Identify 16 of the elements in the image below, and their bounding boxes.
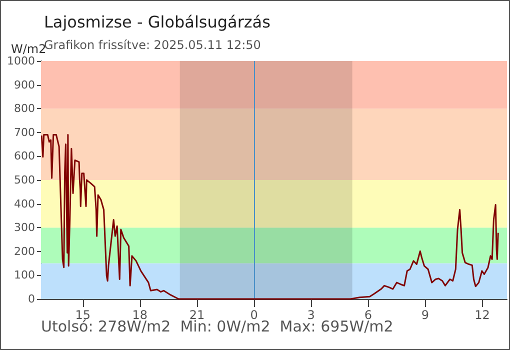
y-tick-label: 600 xyxy=(14,150,35,163)
x-tick-label: 12 xyxy=(474,308,490,322)
y-tick-label: 0 xyxy=(28,292,35,306)
y-tick-label: 100 xyxy=(14,268,35,282)
y-tick-label: 1000 xyxy=(7,54,35,68)
line-series xyxy=(40,134,499,300)
y-tick-label: 900 xyxy=(14,78,35,92)
y-tick-label: 700 xyxy=(14,126,35,139)
y-tick-label: 300 xyxy=(14,221,35,234)
y-tick-label: 400 xyxy=(14,197,35,210)
chart-subtitle: Grafikon frissítve: 2025.05.11 12:50 xyxy=(44,38,261,52)
y-tick-label: 800 xyxy=(14,102,35,116)
chart-title: Lajosmizse - Globálsugárzás xyxy=(44,12,270,32)
x-tick-label: 9 xyxy=(421,308,430,322)
y-tick-label: 500 xyxy=(14,174,35,186)
y-tick-label: 200 xyxy=(14,244,35,258)
